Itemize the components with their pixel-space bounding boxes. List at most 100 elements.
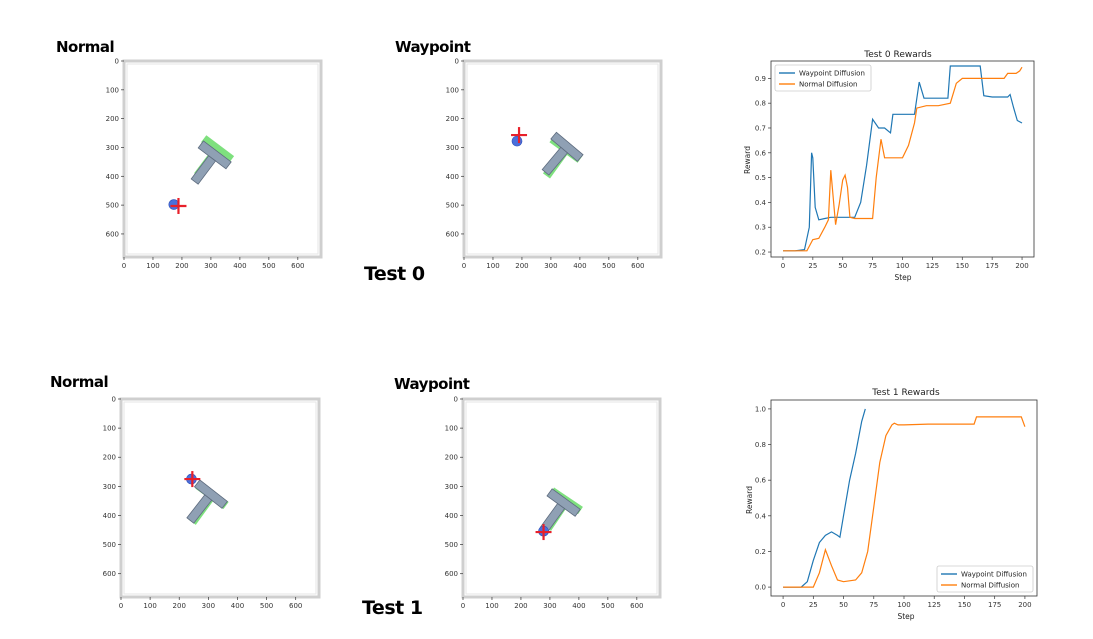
agent-dot: [168, 199, 180, 210]
sim-ytick-label: 200: [445, 454, 458, 462]
sim-xtick-label: 100: [485, 602, 498, 610]
t-block-stem: [186, 494, 213, 524]
chart-ytick-label: 0.6: [755, 149, 767, 157]
legend-label: Normal Diffusion: [961, 582, 1019, 590]
sim-xtick-label: 100: [146, 262, 159, 270]
sim-xtick-label: 500: [601, 602, 614, 610]
sim-xtick-label: 100: [143, 602, 156, 610]
chart-xtick-label: 200: [1018, 601, 1031, 609]
sim-xtick-label: 0: [461, 602, 465, 610]
chart-xtick-label: 50: [839, 601, 848, 609]
chart-xtick-label: 75: [868, 262, 877, 270]
sim-ytick-label: 200: [106, 115, 119, 123]
series-line-waypoint-diffusion: [783, 65, 1023, 252]
sim-xtick-label: 600: [631, 262, 644, 270]
sim-xtick-label: 0: [122, 262, 126, 270]
chart-xtick-label: 100: [897, 601, 910, 609]
chart-legend-box: [774, 64, 872, 92]
panel-label-waypoint-0: Waypoint: [395, 38, 471, 56]
chart-ytick-label: 1.0: [755, 405, 766, 413]
sim-xtick-label: 200: [173, 602, 186, 610]
sim-ytick-label: 0: [112, 396, 116, 404]
chart-legend-box: [936, 565, 1034, 593]
panel-label-waypoint-1: Waypoint: [394, 375, 470, 393]
sim-ytick-label: 500: [106, 202, 119, 210]
chart-ytick-label: 0.8: [755, 441, 766, 449]
chart-ytick-label: 0.4: [755, 512, 767, 520]
sim-frame-inner: [465, 401, 658, 595]
sim-panel-waypoint-1: 0 0 100 100 200 200 300 300 400 400 500 500 600 600: [445, 396, 662, 610]
legend-label: Waypoint Diffusion: [799, 70, 865, 78]
chart-xtick-label: 150: [958, 601, 971, 609]
chart-xtick-label: 175: [985, 262, 998, 270]
chart-xtick-label: 50: [838, 262, 847, 270]
sim-xtick-label: 100: [486, 262, 499, 270]
goal-t-bar: [201, 135, 235, 164]
chart-xtick-label: 200: [1015, 262, 1028, 270]
chart-xtick-label: 0: [781, 601, 785, 609]
chart-ylabel-1: Reward: [745, 486, 754, 514]
sim-xtick-label: 500: [262, 262, 275, 270]
t-block: [541, 131, 584, 176]
chart-ytick-label: 0.0: [755, 584, 766, 592]
sim-xtick-label: 400: [233, 262, 246, 270]
panel-label-normal-1: Normal: [50, 373, 108, 391]
sim-xtick-label: 200: [514, 602, 527, 610]
test-caption-0: Test 0: [364, 263, 425, 285]
sim-ytick-label: 400: [106, 173, 119, 181]
sim-xtick-label: 300: [202, 602, 215, 610]
series-line-normal-diffusion: [783, 416, 1026, 588]
sim-ytick-label: 600: [445, 570, 458, 578]
chart-ytick-label: 0.7: [755, 124, 766, 132]
sim-ytick-label: 100: [446, 86, 459, 94]
chart-xtick-label: 100: [896, 262, 909, 270]
chart-title-1: Test 1 Rewards: [871, 388, 940, 398]
sim-ytick-label: 100: [106, 86, 119, 94]
sim-panel-normal-1: 0 0 100 100 200 200 300 300 400 400 500 500 600 600: [103, 396, 321, 610]
reward-chart-0: Test 0 Rewards Step Reward 0 25 50 75 100 125…: [743, 50, 1035, 282]
legend-label: Normal Diffusion: [799, 81, 857, 89]
sim-ytick-label: 600: [106, 230, 119, 238]
chart-xtick-label: 25: [808, 262, 817, 270]
series-line-normal-diffusion: [783, 66, 1023, 252]
sim-ytick-label: 500: [446, 202, 459, 210]
sim-ytick-label: 300: [445, 483, 458, 491]
panel-label-normal-0: Normal: [56, 38, 114, 56]
sim-xtick-label: 500: [260, 602, 273, 610]
sim-xtick-label: 400: [231, 602, 244, 610]
sim-xtick-label: 600: [289, 602, 302, 610]
chart-plot-area: [770, 60, 1035, 258]
sim-xtick-label: 500: [602, 262, 615, 270]
chart-xlabel-0: Step: [894, 273, 911, 282]
sim-xtick-label: 0: [119, 602, 123, 610]
sim-ytick-label: 100: [103, 425, 116, 433]
sim-xtick-label: 200: [175, 262, 188, 270]
sim-frame-inner: [466, 63, 659, 255]
test-1-group: Normal 001001002002003003004004005005006…: [50, 373, 1038, 621]
chart-xtick-label: 125: [928, 601, 941, 609]
chart-ytick-label: 0.5: [755, 174, 766, 182]
sim-xtick-label: 300: [543, 602, 556, 610]
sim-xtick-label: 300: [204, 262, 217, 270]
sim-ytick-label: 0: [454, 396, 458, 404]
sim-ytick-label: 400: [446, 173, 459, 181]
chart-ytick-label: 0.2: [755, 548, 766, 556]
legend-label: Waypoint Diffusion: [961, 571, 1027, 579]
sim-panel-normal-0: 0 0 100 100 200 200 300 300 400 400 500 500 600 600: [106, 58, 323, 270]
sim-ytick-label: 200: [446, 115, 459, 123]
chart-ytick-label: 0.6: [755, 477, 767, 485]
test-0-group: Normal 001001002002003003004004005005006…: [56, 38, 1035, 285]
sim-panel-waypoint-0: 0 0 100 100 200 200 300 300 400 400 500 500 600 600: [446, 58, 663, 270]
sim-ytick-label: 600: [103, 570, 116, 578]
t-block: [190, 140, 232, 185]
test-caption-1: Test 1: [362, 597, 423, 619]
chart-xlabel-1: Step: [897, 612, 914, 621]
chart-ylabel-0: Reward: [743, 146, 752, 174]
sim-xtick-label: 400: [572, 602, 585, 610]
sim-xtick-label: 400: [573, 262, 586, 270]
chart-xtick-label: 175: [988, 601, 1001, 609]
t-block: [186, 479, 228, 524]
reward-chart-1: Test 1 Rewards Step Reward 0 25 50 75 100 125…: [745, 388, 1038, 621]
sim-ytick-label: 200: [103, 454, 116, 462]
